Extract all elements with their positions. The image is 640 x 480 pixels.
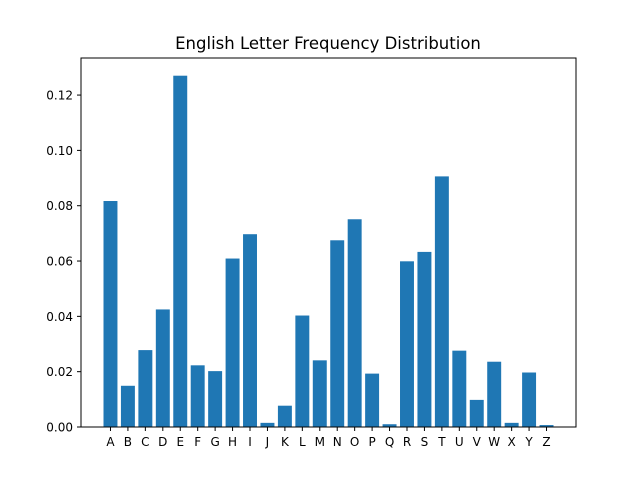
x-tick-label-h: H bbox=[228, 435, 237, 449]
x-tick-label-m: M bbox=[315, 435, 325, 449]
x-tick-label-x: X bbox=[508, 435, 516, 449]
bar-c bbox=[138, 350, 153, 427]
y-tick-label-5: 0.10 bbox=[46, 144, 73, 158]
x-tick-label-w: W bbox=[488, 435, 500, 449]
y-tick-label-6: 0.12 bbox=[46, 89, 73, 103]
bar-k bbox=[277, 405, 292, 427]
x-tick-label-p: P bbox=[368, 435, 375, 449]
y-tick-label-3: 0.06 bbox=[46, 255, 73, 269]
x-tick-label-v: V bbox=[473, 435, 482, 449]
y-tick-label-2: 0.04 bbox=[46, 310, 73, 324]
bar-f bbox=[190, 365, 205, 427]
x-tick-label-k: K bbox=[281, 435, 290, 449]
x-tick-label-d: D bbox=[158, 435, 167, 449]
bar-z bbox=[539, 425, 554, 427]
x-tick-label-l: L bbox=[299, 435, 306, 449]
bar-p bbox=[365, 373, 380, 427]
bar-x bbox=[504, 422, 519, 427]
x-tick-label-q: Q bbox=[385, 435, 394, 449]
bar-i bbox=[243, 234, 257, 427]
chart-title: English Letter Frequency Distribution bbox=[175, 34, 481, 53]
bar-v bbox=[469, 399, 484, 427]
bar-e bbox=[173, 75, 188, 427]
bar-l bbox=[295, 315, 310, 427]
bar-o bbox=[347, 219, 362, 427]
x-tick-label-n: N bbox=[333, 435, 342, 449]
bar-b bbox=[120, 385, 135, 427]
y-tick-label-1: 0.02 bbox=[46, 365, 73, 379]
bar-u bbox=[452, 350, 467, 427]
bar-g bbox=[208, 371, 223, 427]
bar-a bbox=[103, 201, 118, 427]
y-tick-label-4: 0.08 bbox=[46, 199, 73, 213]
x-tick-label-s: S bbox=[421, 435, 429, 449]
x-tick-label-g: G bbox=[210, 435, 219, 449]
bar-w bbox=[487, 361, 502, 427]
plot-frame bbox=[80, 57, 577, 428]
x-tick-label-r: R bbox=[403, 435, 411, 449]
x-tick-label-a: A bbox=[106, 435, 115, 449]
x-tick-label-e: E bbox=[176, 435, 184, 449]
x-tick-label-t: T bbox=[437, 435, 446, 449]
bars-group bbox=[103, 75, 554, 427]
bar-h bbox=[225, 258, 240, 427]
x-tick-label-i: I bbox=[248, 435, 252, 449]
x-tick-label-b: B bbox=[124, 435, 132, 449]
x-tick-label-j: J bbox=[265, 435, 270, 449]
bar-t bbox=[434, 176, 449, 427]
x-tick-label-z: Z bbox=[542, 435, 550, 449]
bar-d bbox=[155, 309, 170, 427]
y-axis: 0.00 0.02 0.04 0.06 0.08 0.10 0.12 bbox=[46, 89, 81, 435]
x-tick-label-y: Y bbox=[524, 435, 533, 449]
bar-n bbox=[330, 240, 345, 427]
bar-m bbox=[312, 360, 327, 427]
y-tick-label-0: 0.00 bbox=[46, 421, 73, 435]
x-tick-label-c: C bbox=[141, 435, 149, 449]
bar-y bbox=[522, 372, 537, 427]
x-tick-label-u: U bbox=[455, 435, 464, 449]
bar-r bbox=[400, 261, 414, 427]
bar-j bbox=[260, 422, 275, 427]
x-tick-label-f: F bbox=[194, 435, 201, 449]
x-tick-label-o: O bbox=[350, 435, 359, 449]
bar-q bbox=[382, 424, 397, 427]
bar-s bbox=[417, 251, 432, 427]
